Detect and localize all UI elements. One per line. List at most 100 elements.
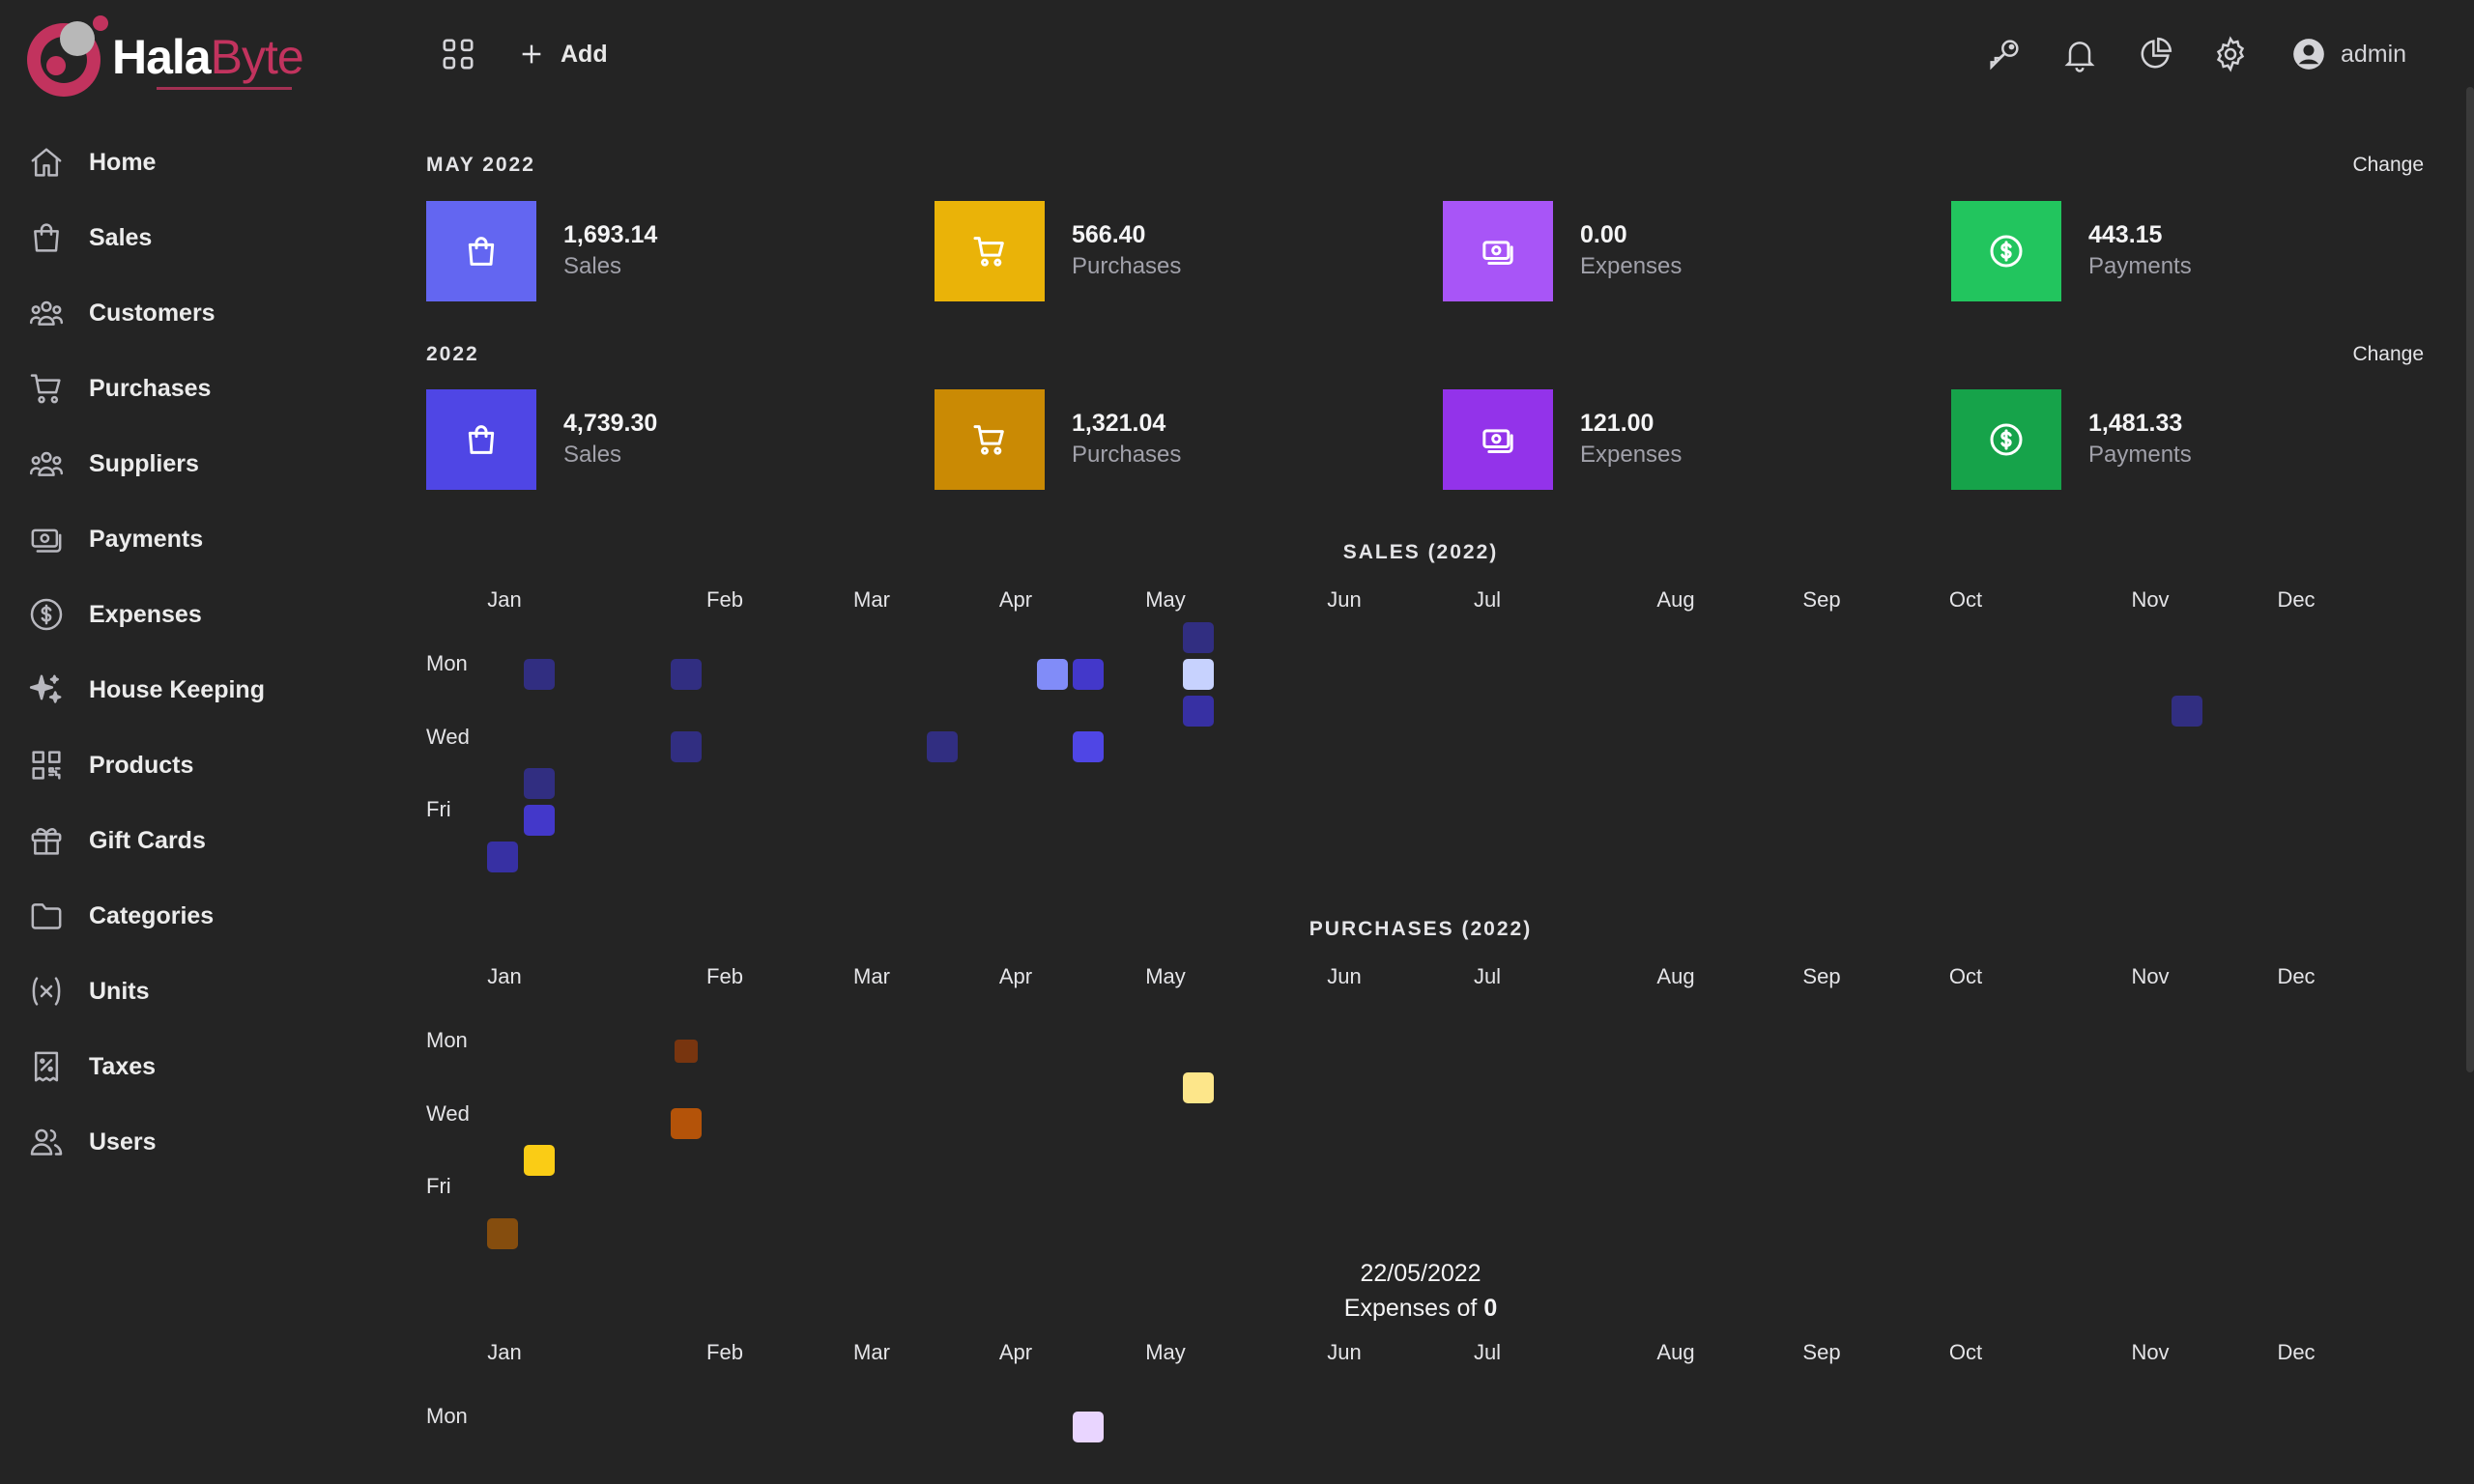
reports-button[interactable]	[2136, 29, 2174, 79]
sidebar-item-gift-cards[interactable]: Gift Cards	[27, 813, 375, 868]
page-scrollbar[interactable]	[2466, 87, 2474, 1072]
heatmap-cell[interactable]	[674, 1039, 698, 1063]
sidebar-item-payments[interactable]: Payments	[27, 512, 375, 566]
shopping-bag-icon	[468, 237, 495, 266]
heatmap-cell[interactable]	[523, 805, 555, 836]
month-label: Jun	[1327, 964, 1362, 988]
sidebar-item-taxes[interactable]: Taxes	[27, 1040, 375, 1094]
year-change-link[interactable]: Change	[2352, 343, 2424, 365]
year-sales-card[interactable]: 4,739.30 Sales	[426, 389, 909, 490]
sidebar-item-label: Customers	[89, 299, 216, 327]
gift-icon	[31, 828, 62, 855]
users-group-icon	[29, 451, 64, 476]
sidebar-item-home[interactable]: Home	[27, 135, 375, 189]
api-keys-button[interactable]	[1985, 29, 2024, 79]
month-label: Mar	[853, 964, 890, 988]
logo-mark-icon	[27, 15, 108, 97]
heatmap-cell[interactable]	[487, 1217, 518, 1249]
expenses-tile	[1443, 389, 1553, 490]
sidebar-item-units[interactable]: Units	[27, 964, 375, 1018]
notifications-button[interactable]	[2060, 29, 2099, 79]
card-text: 566.40 Purchases	[1072, 219, 1181, 283]
user-menu-button[interactable]: admin	[2290, 29, 2406, 79]
heatmap-cell[interactable]	[1036, 658, 1068, 690]
gear-icon	[2216, 36, 2245, 72]
heatmap-cell[interactable]	[1073, 1411, 1105, 1442]
sidebar-item-categories[interactable]: Categories	[27, 889, 375, 943]
heatmap-cell[interactable]	[1183, 622, 1215, 653]
month-label: Nov	[2131, 1340, 2170, 1364]
card-value: 443.15	[2088, 220, 2163, 248]
heatmap-cell[interactable]	[670, 731, 702, 763]
year-expenses-card[interactable]: 121.00 Expenses	[1443, 389, 1926, 490]
card-value: 1,481.33	[2088, 409, 2183, 437]
month-payments-card[interactable]: 443.15 Payments	[1951, 201, 2434, 301]
card-label: Purchases	[1072, 442, 1182, 469]
qrcode-icon	[32, 751, 61, 780]
payments-tile	[1951, 389, 2061, 490]
cash-icon	[1482, 241, 1513, 265]
heatmap-cell[interactable]	[1183, 695, 1215, 727]
sidebar-item-users[interactable]: Users	[27, 1115, 375, 1169]
logo-wordmark-hala: Hala	[112, 30, 212, 84]
heatmap-cell[interactable]	[1073, 731, 1105, 763]
sidebar-item-suppliers[interactable]: Suppliers	[27, 437, 375, 491]
weekday-label: Wed	[426, 1100, 470, 1126]
add-button[interactable]: Add	[516, 29, 608, 79]
heatmap-title: PURCHASES (2022)	[1309, 918, 1533, 940]
user-name: admin	[2341, 40, 2407, 68]
heatmap-cell[interactable]	[523, 1145, 555, 1177]
month-expenses-card[interactable]: 0.00 Expenses	[1443, 201, 1926, 301]
sidebar-item-customers[interactable]: Customers	[27, 286, 375, 340]
month-sales-card[interactable]: 1,693.14 Sales	[426, 201, 909, 301]
month-label: Aug	[1656, 1340, 1695, 1364]
sidebar-item-purchases[interactable]: Purchases	[27, 361, 375, 415]
heatmap-cell[interactable]	[1073, 658, 1105, 690]
heatmap-cell[interactable]	[670, 658, 702, 690]
year-purchases-card[interactable]: 1,321.04 Purchases	[935, 389, 1418, 490]
heatmap-cell[interactable]	[1183, 658, 1215, 690]
month-label: Jan	[487, 1340, 522, 1364]
sidebar-item-house-keeping[interactable]: House Keeping	[27, 663, 375, 717]
heatmap-cell[interactable]	[523, 768, 555, 800]
sidebar-item-label: House Keeping	[89, 675, 265, 703]
heatmap-cell[interactable]	[523, 658, 555, 690]
month-label: Sep	[1802, 587, 1841, 612]
sidebar-item-label: Sales	[89, 223, 153, 251]
heatmap-cell[interactable]	[487, 841, 518, 872]
heatmap-title: SALES (2022)	[1342, 541, 1499, 563]
chart-pie-icon	[2141, 37, 2172, 69]
card-text: 0.00 Expenses	[1580, 219, 1682, 283]
sidebar-item-label: Home	[89, 148, 157, 176]
year-payments-card[interactable]: 1,481.33 Payments	[1951, 389, 2434, 490]
month-label: Dec	[2277, 964, 2316, 988]
heatmap-cell[interactable]	[2172, 695, 2203, 727]
tooltip-prefix: Expenses of	[1343, 1295, 1484, 1322]
bell-icon	[2064, 42, 2095, 72]
halabyte-logo[interactable]: HalaByte	[23, 14, 313, 102]
sidebar-item-label: Taxes	[89, 1052, 157, 1080]
shopping-cart-icon	[973, 425, 1004, 455]
heatmap-cell[interactable]	[926, 731, 958, 763]
month-label: May	[1145, 1340, 1186, 1364]
payments-tile	[1951, 201, 2061, 301]
card-label: Sales	[563, 442, 622, 469]
weekday-label: Mon	[426, 1028, 468, 1052]
apps-grid-button[interactable]	[439, 29, 477, 79]
sidebar-item-sales[interactable]: Sales	[27, 211, 375, 265]
users-group-icon	[29, 300, 64, 326]
sidebar-item-expenses[interactable]: Expenses	[27, 587, 375, 642]
month-label: Jul	[1473, 1340, 1502, 1364]
heatmap-cell[interactable]	[1183, 1071, 1215, 1103]
sidebar-item-label: Categories	[89, 901, 215, 929]
sidebar-item-products[interactable]: Products	[27, 738, 375, 792]
card-text: 1,481.33 Payments	[2088, 408, 2192, 471]
month-label: Jul	[1473, 964, 1502, 988]
variable-icon	[32, 977, 61, 1006]
heatmap-cell[interactable]	[670, 1108, 702, 1140]
settings-button[interactable]	[2211, 29, 2250, 79]
month-purchases-card[interactable]: 566.40 Purchases	[935, 201, 1418, 301]
shopping-cart-icon	[973, 237, 1004, 267]
month-label: Dec	[2277, 1340, 2316, 1364]
month-change-link[interactable]: Change	[2352, 154, 2424, 176]
